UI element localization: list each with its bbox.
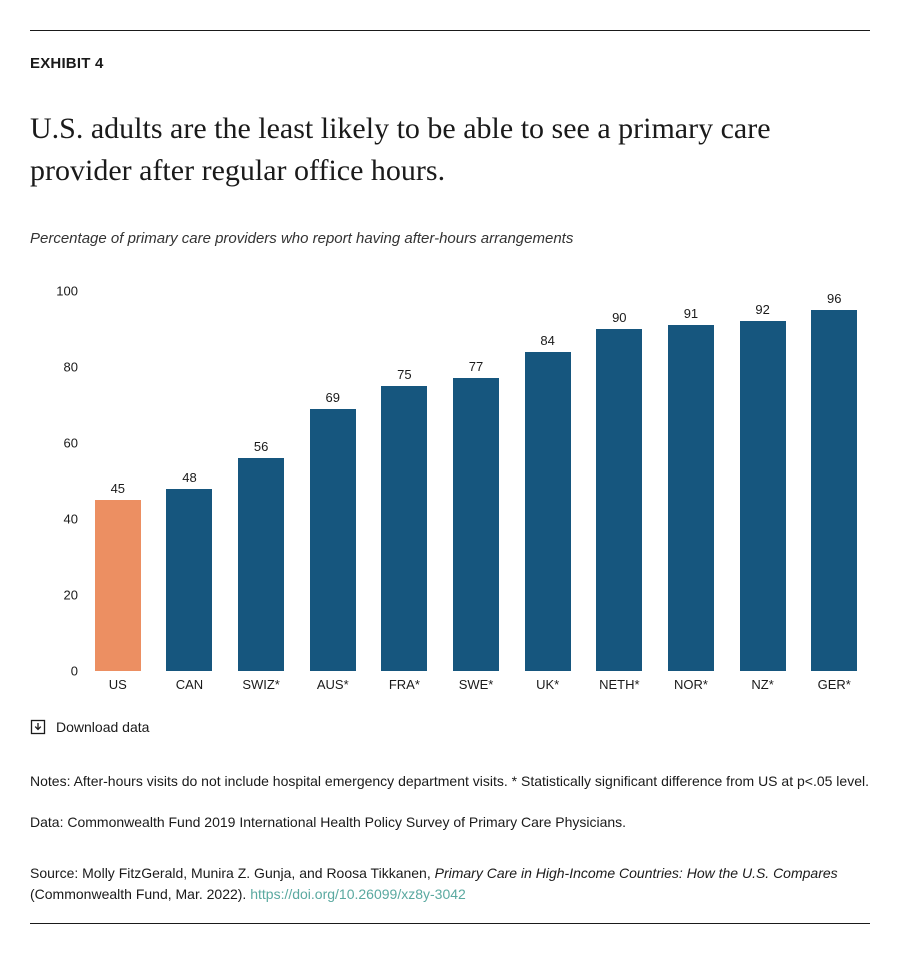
bar	[668, 325, 714, 671]
bar-column: 90	[583, 291, 655, 671]
top-rule	[30, 30, 870, 31]
y-tick-label: 20	[64, 588, 78, 603]
y-tick-label: 40	[64, 512, 78, 527]
bar-value-label: 91	[684, 306, 698, 321]
x-tick-label: FRA*	[369, 677, 441, 692]
source-suffix: (Commonwealth Fund, Mar. 2022).	[30, 886, 250, 902]
plot-area: 45 48 56 69 75 77 84 90 91 92 96	[82, 291, 870, 671]
notes-text: Notes: After-hours visits do not include…	[30, 771, 870, 792]
bar-column: 45	[82, 291, 154, 671]
y-axis: 020406080100	[30, 291, 82, 671]
x-tick-label: NOR*	[655, 677, 727, 692]
headline: U.S. adults are the least likely to be a…	[30, 108, 830, 192]
bar-value-label: 69	[326, 390, 340, 405]
bar-value-label: 84	[540, 333, 554, 348]
x-tick-label: AUS*	[297, 677, 369, 692]
source-link[interactable]: https://doi.org/10.26099/xz8y-3042	[250, 886, 466, 902]
bottom-rule	[30, 923, 870, 924]
bar	[453, 378, 499, 671]
bar-value-label: 45	[111, 481, 125, 496]
x-tick-label: UK*	[512, 677, 584, 692]
x-tick-label: CAN	[154, 677, 226, 692]
bar	[811, 310, 857, 671]
bar-value-label: 90	[612, 310, 626, 325]
bar	[381, 386, 427, 671]
bar-column: 48	[154, 291, 226, 671]
bar-column: 56	[225, 291, 297, 671]
bar-chart: 020406080100 4548566975778490919296 USCA…	[30, 291, 870, 691]
bar-column: 75	[369, 291, 441, 671]
bar	[740, 321, 786, 671]
data-text: Data: Commonwealth Fund 2019 Internation…	[30, 812, 870, 833]
download-data-button[interactable]: Download data	[30, 719, 149, 735]
x-tick-label: NZ*	[727, 677, 799, 692]
bar-value-label: 56	[254, 439, 268, 454]
bar	[166, 489, 212, 671]
download-icon	[30, 719, 46, 735]
bar-column: 77	[440, 291, 512, 671]
bar	[310, 409, 356, 671]
x-tick-label: US	[82, 677, 154, 692]
bar	[525, 352, 571, 671]
y-tick-label: 60	[64, 436, 78, 451]
bar	[95, 500, 141, 671]
bar	[238, 458, 284, 671]
y-tick-label: 0	[71, 664, 78, 679]
bar-column: 92	[727, 291, 799, 671]
bar-value-label: 75	[397, 367, 411, 382]
x-tick-label: SWIZ*	[225, 677, 297, 692]
exhibit-label: EXHIBIT 4	[30, 55, 870, 72]
download-label: Download data	[56, 719, 149, 735]
subtitle: Percentage of primary care providers who…	[30, 230, 870, 247]
bar-value-label: 77	[469, 359, 483, 374]
y-tick-label: 80	[64, 360, 78, 375]
source-title: Primary Care in High-Income Countries: H…	[435, 865, 838, 881]
bar-column: 69	[297, 291, 369, 671]
bar-column: 91	[655, 291, 727, 671]
source-prefix: Source: Molly FitzGerald, Munira Z. Gunj…	[30, 865, 435, 881]
bar-value-label: 96	[827, 291, 841, 306]
x-tick-label: GER*	[798, 677, 870, 692]
x-tick-label: NETH*	[583, 677, 655, 692]
x-axis-labels: USCANSWIZ*AUS*FRA*SWE*UK*NETH*NOR*NZ*GER…	[82, 677, 870, 692]
source-line: Source: Molly FitzGerald, Munira Z. Gunj…	[30, 863, 870, 905]
bar-value-label: 48	[182, 470, 196, 485]
bar	[596, 329, 642, 671]
bar-column: 96	[798, 291, 870, 671]
y-tick-label: 100	[56, 284, 78, 299]
bar-column: 84	[512, 291, 584, 671]
x-tick-label: SWE*	[440, 677, 512, 692]
bar-value-label: 92	[755, 302, 769, 317]
